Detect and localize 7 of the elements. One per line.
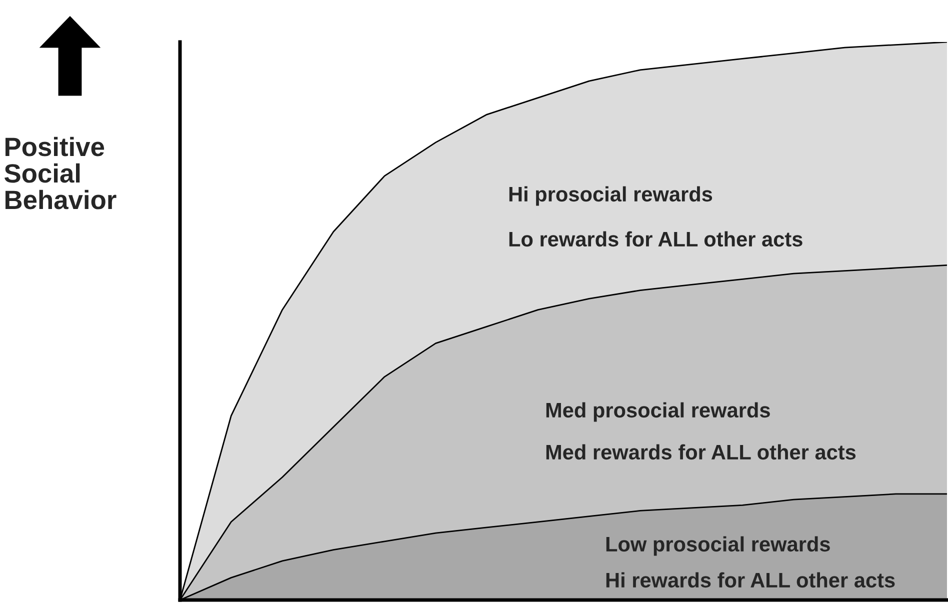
annotation: Hi prosocial rewards — [509, 186, 712, 206]
y-axis-title: Positive Social Behavior — [4, 136, 116, 210]
annotation: Med rewards for ALL other acts — [546, 444, 856, 460]
annotation: Med prosocial rewards — [546, 402, 770, 422]
annotation: Hi rewards for ALL other acts — [606, 572, 895, 588]
annotation: Low prosocial rewards — [606, 536, 830, 556]
annotation: Lo rewards for ALL other acts — [509, 231, 802, 247]
